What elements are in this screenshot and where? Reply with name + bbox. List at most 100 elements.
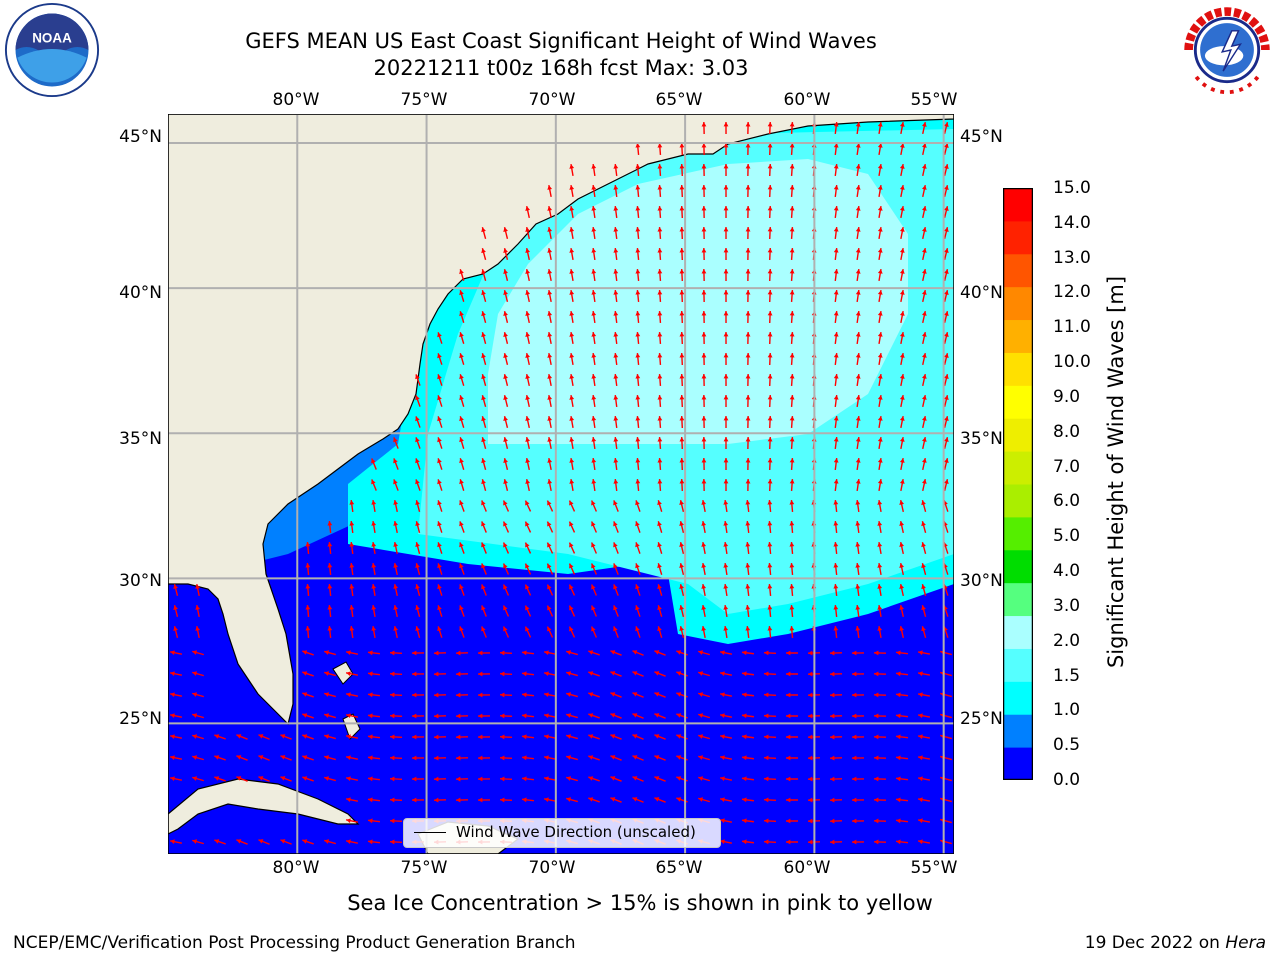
wave-arrow-head <box>877 143 883 148</box>
wave-arrow-head <box>745 626 751 631</box>
wave-arrow-head <box>214 755 220 760</box>
wave-arrow-head <box>412 713 417 719</box>
wave-arrow-head <box>525 353 530 358</box>
wave-arrow-head <box>566 650 572 655</box>
wave-arrow-head <box>327 584 333 589</box>
wave-arrow-head <box>767 122 773 127</box>
wave-arrow-head <box>764 692 769 698</box>
wave-arrow-head <box>701 248 707 253</box>
wave-arrow-head <box>921 311 927 316</box>
wave-arrow-head <box>547 584 552 590</box>
wave-arrow-head <box>855 143 861 148</box>
wave-arrow-head <box>415 500 420 506</box>
wave-arrow-head <box>742 797 747 803</box>
wave-arrow-head <box>918 734 923 740</box>
wave-arrow-head <box>874 734 879 740</box>
wave-arrow-head <box>613 227 619 232</box>
wave-arrow-head <box>767 584 773 589</box>
wave-arrow-head <box>676 797 682 802</box>
footer-date: 19 Dec 2022 on Hera <box>1084 933 1266 953</box>
lat-label-left: 40°N <box>119 283 162 303</box>
wave-arrow-head <box>302 671 308 676</box>
wave-arrow-head <box>481 269 486 275</box>
wave-arrow-head <box>944 185 949 190</box>
wave-arrow-head <box>170 650 175 656</box>
wave-arrow-head <box>390 818 395 824</box>
wave-arrow-head <box>478 713 483 719</box>
wave-arrow-head <box>412 776 417 782</box>
wave-arrow-head <box>767 290 773 295</box>
wave-arrow-head <box>921 521 926 527</box>
wave-arrow-head <box>808 692 813 698</box>
wave-arrow-head <box>437 332 442 338</box>
wave-arrow-head <box>569 626 574 632</box>
wave-arrow-head <box>195 584 201 589</box>
wave-arrow-head <box>723 164 729 169</box>
wave-arrow-head <box>877 416 883 421</box>
wave-arrow-head <box>786 818 791 824</box>
wave-arrow-head <box>459 269 464 275</box>
wave-arrow-head <box>896 692 901 698</box>
wave-arrow-head <box>899 437 905 442</box>
wave-arrow-head <box>390 692 395 698</box>
wave-arrow-head <box>632 755 638 760</box>
wave-arrow-head <box>327 542 333 547</box>
noaa-logo: NOAA <box>4 2 100 98</box>
wave-arrow-head <box>456 734 461 740</box>
wave-arrow-head <box>899 563 904 568</box>
wave-arrow-head <box>613 332 619 337</box>
wave-arrow-head <box>855 626 861 631</box>
wave-arrow-head <box>921 122 927 127</box>
wave-arrow-head <box>170 734 175 740</box>
wave-arrow-head <box>192 734 198 739</box>
lon-label-bottom: 60°W <box>783 858 831 878</box>
wave-arrow-head <box>720 713 725 719</box>
wave-arrow-head <box>742 713 747 719</box>
wave-arrow-head <box>833 353 839 358</box>
wave-arrow-head <box>742 671 747 677</box>
wave-arrow-head <box>855 374 861 379</box>
wave-arrow-head <box>877 227 883 232</box>
wave-arrow-head <box>830 650 835 656</box>
wave-arrow-head <box>173 584 178 590</box>
wave-arrow-head <box>481 248 486 254</box>
wave-arrow-head <box>503 332 508 338</box>
lon-label-top: 55°W <box>910 90 958 110</box>
wave-arrow-head <box>324 650 330 655</box>
wave-arrow-head <box>874 797 879 803</box>
wave-arrow-head <box>830 818 835 824</box>
wave-arrow-head <box>745 500 751 505</box>
wave-arrow-head <box>302 734 308 739</box>
wave-arrow-head <box>415 479 420 485</box>
wave-arrow-head <box>767 605 773 610</box>
wave-arrow-head <box>789 437 795 442</box>
wave-arrow-head <box>525 248 530 253</box>
wave-arrow-head <box>742 692 747 698</box>
wave-arrow-head <box>742 818 747 824</box>
wave-arrow-head <box>944 290 949 295</box>
wave-arrow-head <box>569 479 575 484</box>
wave-arrow-head <box>855 542 861 547</box>
wave-arrow-head <box>569 584 574 590</box>
wave-arrow-head <box>481 332 486 338</box>
wave-arrow-head <box>698 671 704 676</box>
wave-arrow-head <box>349 542 355 547</box>
wave-arrow-head <box>547 500 552 506</box>
wave-arrow-head <box>896 650 901 656</box>
wave-arrow-head <box>874 713 879 719</box>
wave-arrow-head <box>764 755 769 761</box>
wave-arrow-head <box>324 671 330 676</box>
colorbar-tick-label: 12.0 <box>1053 282 1091 303</box>
wave-arrow-head <box>789 626 795 631</box>
wave-arrow-head <box>591 227 597 232</box>
wave-arrow-head <box>610 734 616 739</box>
wave-arrow-head <box>921 332 927 337</box>
wave-arrow-head <box>855 311 861 316</box>
wave-arrow-head <box>349 563 355 568</box>
wave-arrow-head <box>459 479 464 485</box>
wave-arrow-head <box>478 692 483 698</box>
wave-arrow-head <box>786 776 791 782</box>
wave-arrow-head <box>349 521 355 526</box>
wave-arrow-head <box>899 164 905 169</box>
wave-arrow-head <box>944 164 949 169</box>
